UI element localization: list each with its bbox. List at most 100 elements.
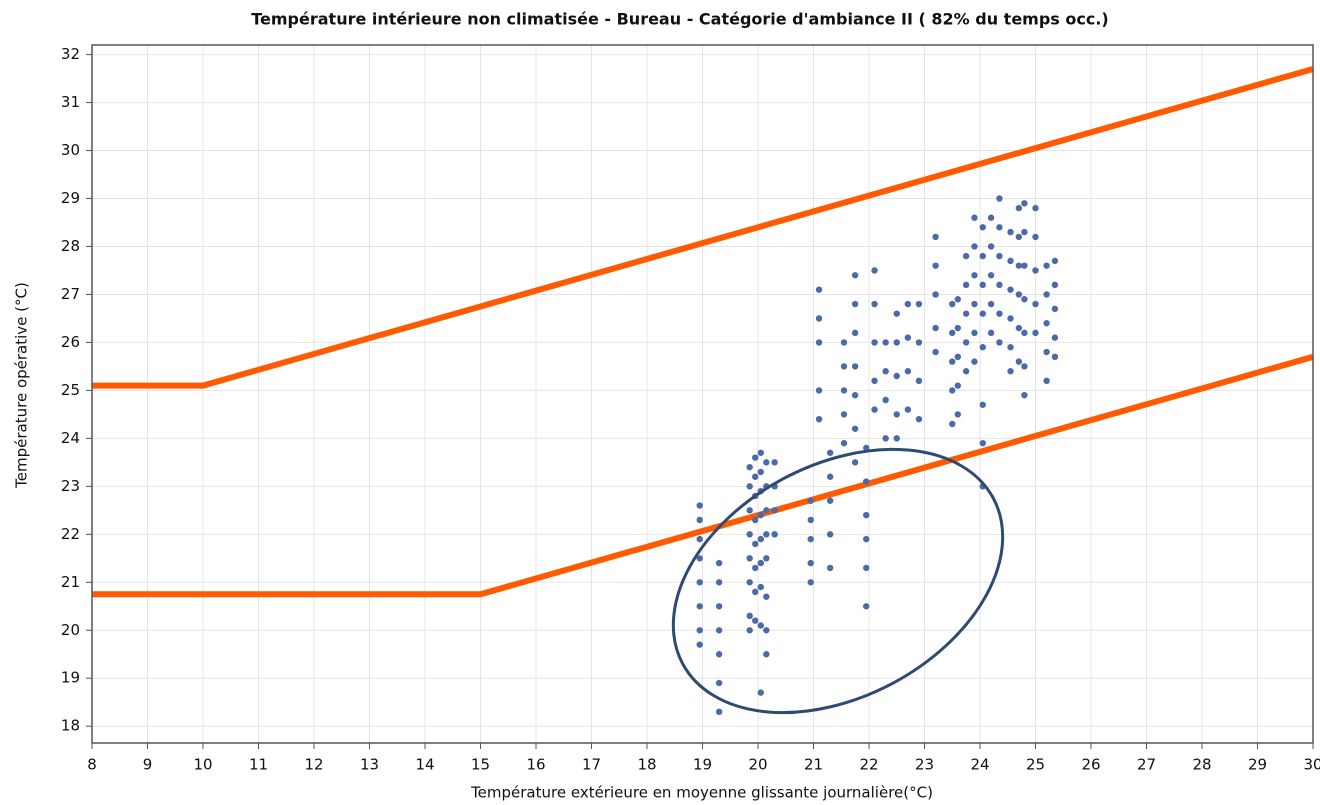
point xyxy=(904,368,912,375)
point xyxy=(1021,363,1028,370)
line xyxy=(92,353,1314,598)
point xyxy=(757,622,764,629)
point xyxy=(979,281,986,289)
grid: 8 9 10 11 12 13 14 15 16 17 18 19 20 21 22 23 24 25 26 27 28… xyxy=(61,45,1320,774)
point xyxy=(1043,262,1050,269)
point xyxy=(757,449,764,456)
x-tick-label: 30 xyxy=(1303,756,1320,774)
x-tick-label: 24 xyxy=(970,756,989,774)
point xyxy=(763,627,770,634)
point xyxy=(871,377,878,385)
point xyxy=(962,339,970,346)
y-tick-label: 23 xyxy=(61,477,80,495)
point xyxy=(1015,358,1023,365)
point xyxy=(954,382,961,389)
point xyxy=(826,531,834,538)
point xyxy=(987,214,995,221)
point xyxy=(763,651,770,658)
line xyxy=(92,66,1314,389)
point xyxy=(882,435,889,442)
point xyxy=(1043,377,1050,385)
point xyxy=(763,593,770,600)
point xyxy=(1043,348,1050,356)
point xyxy=(757,559,764,567)
y-tick-label: 18 xyxy=(61,717,80,735)
point xyxy=(962,281,970,289)
point xyxy=(871,339,878,346)
point xyxy=(715,603,723,610)
point xyxy=(904,334,912,341)
y-tick-label: 28 xyxy=(61,237,80,255)
y-tick-label: 19 xyxy=(61,669,80,687)
point xyxy=(815,315,823,322)
point xyxy=(746,531,753,538)
point xyxy=(1051,305,1059,313)
point xyxy=(746,555,753,562)
point xyxy=(746,483,753,490)
point xyxy=(1021,200,1028,207)
point xyxy=(696,627,703,634)
point xyxy=(1032,233,1039,241)
point xyxy=(979,439,986,447)
point xyxy=(915,415,923,423)
point xyxy=(863,564,870,572)
point xyxy=(971,358,978,365)
point xyxy=(863,603,870,610)
point xyxy=(987,272,995,279)
x-tick-label: 25 xyxy=(1026,756,1045,774)
point xyxy=(851,300,859,308)
point xyxy=(893,411,900,418)
point xyxy=(757,468,764,476)
point xyxy=(915,300,923,308)
point xyxy=(996,310,1003,317)
point xyxy=(763,507,770,514)
point xyxy=(1051,353,1059,361)
point xyxy=(746,463,753,471)
point xyxy=(971,329,978,337)
point xyxy=(696,641,703,648)
point xyxy=(1007,228,1014,236)
point xyxy=(757,535,764,543)
point xyxy=(715,559,723,567)
point xyxy=(882,396,889,404)
point xyxy=(1015,291,1023,298)
x-tick-label: 9 xyxy=(143,756,153,774)
point xyxy=(851,329,859,337)
point xyxy=(696,555,703,562)
point xyxy=(863,511,870,519)
point xyxy=(807,579,814,586)
point xyxy=(752,454,759,461)
point xyxy=(979,310,986,317)
x-tick-label: 23 xyxy=(915,756,934,774)
x-tick-label: 8 xyxy=(87,756,97,774)
point xyxy=(826,449,834,456)
x-tick-label: 14 xyxy=(415,756,434,774)
x-tick-label: 20 xyxy=(748,756,767,774)
point xyxy=(757,583,764,591)
point xyxy=(752,473,759,480)
point xyxy=(949,329,956,337)
y-tick-label: 25 xyxy=(61,381,80,399)
point xyxy=(815,387,823,394)
point xyxy=(915,339,923,346)
point xyxy=(904,300,912,308)
x-tick-label: 28 xyxy=(1192,756,1211,774)
x-tick-label: 18 xyxy=(637,756,656,774)
x-tick-label: 21 xyxy=(804,756,823,774)
point xyxy=(932,262,939,269)
point xyxy=(954,324,961,332)
point xyxy=(815,339,823,346)
point xyxy=(987,329,995,337)
point xyxy=(771,531,778,538)
point xyxy=(893,435,900,442)
point xyxy=(962,310,970,317)
point xyxy=(996,224,1003,231)
point xyxy=(696,502,703,509)
point xyxy=(987,243,995,250)
point xyxy=(932,324,939,332)
point xyxy=(871,300,878,308)
point xyxy=(996,252,1003,260)
point xyxy=(949,300,956,308)
point xyxy=(1007,286,1014,293)
point xyxy=(1051,257,1059,265)
